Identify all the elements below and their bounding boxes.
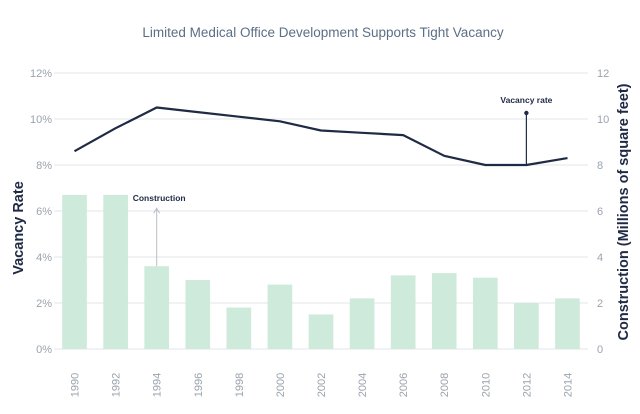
vacancy-callout-label: Vacancy rate — [500, 95, 552, 105]
vacancy-callout-dot — [524, 110, 529, 116]
construction-callout-arrow — [153, 207, 161, 214]
construction-bar — [185, 280, 211, 349]
callouts: Construction Vacancy rate — [133, 95, 553, 267]
left-tick-label: 0% — [36, 344, 52, 356]
construction-bar — [226, 307, 252, 349]
x-tick-label: 1998 — [234, 373, 246, 397]
x-tick-label: 1992 — [111, 373, 123, 397]
left-axis-title: Vacancy Rate — [11, 181, 27, 275]
construction-bar — [62, 194, 87, 349]
right-tick-label: 4 — [597, 252, 603, 264]
construction-bar — [390, 275, 416, 349]
construction-bar — [514, 303, 539, 349]
right-tick-label: 0 — [597, 344, 603, 356]
construction-bar — [103, 194, 128, 349]
x-tick-label: 1990 — [70, 373, 82, 397]
left-tick-label: 8% — [36, 160, 52, 172]
construction-bar — [555, 298, 580, 349]
right-axis-ticks: 0 2 4 6 8 10 12 — [597, 68, 609, 356]
construction-bar — [431, 273, 457, 349]
x-tick-label: 2014 — [562, 373, 574, 397]
left-tick-label: 12% — [30, 68, 52, 80]
right-tick-label: 10 — [597, 114, 609, 126]
x-axis-ticks: 1990 1992 1994 1996 1998 2000 2002 2004 2006 2008… — [70, 373, 575, 397]
left-tick-label: 6% — [36, 206, 52, 218]
x-tick-label: 2008 — [439, 373, 451, 397]
vacancy-line — [73, 106, 568, 167]
left-tick-label: 4% — [36, 252, 52, 264]
chart-title: Limited Medical Office Development Suppo… — [142, 25, 503, 40]
construction-bar — [267, 284, 293, 349]
x-tick-label: 2004 — [357, 373, 369, 397]
right-tick-label: 12 — [597, 68, 609, 80]
x-tick-label: 2002 — [316, 373, 328, 397]
right-axis-title: Construction (Millions of square feet) — [616, 83, 632, 340]
right-tick-label: 6 — [597, 206, 603, 218]
right-tick-label: 2 — [597, 298, 603, 310]
construction-callout-label: Construction — [133, 193, 186, 203]
x-tick-label: 2000 — [275, 373, 287, 397]
x-tick-label: 1996 — [193, 373, 205, 397]
right-tick-label: 8 — [597, 160, 603, 172]
construction-bar — [472, 277, 498, 349]
left-tick-label: 10% — [30, 114, 52, 126]
left-axis-ticks: 0% 2% 4% 6% 8% 10% 12% — [30, 68, 52, 356]
x-tick-label: 1994 — [152, 373, 164, 397]
vacancy-rate-line — [73, 106, 568, 167]
x-tick-label: 2010 — [480, 373, 492, 397]
construction-bar — [308, 314, 334, 349]
x-tick-label: 2006 — [398, 373, 410, 397]
construction-bar — [349, 298, 375, 349]
x-tick-label: 2012 — [521, 373, 533, 397]
left-tick-label: 2% — [36, 298, 52, 310]
construction-bar — [144, 266, 170, 349]
bars — [62, 194, 580, 349]
grid-lines — [54, 72, 588, 350]
